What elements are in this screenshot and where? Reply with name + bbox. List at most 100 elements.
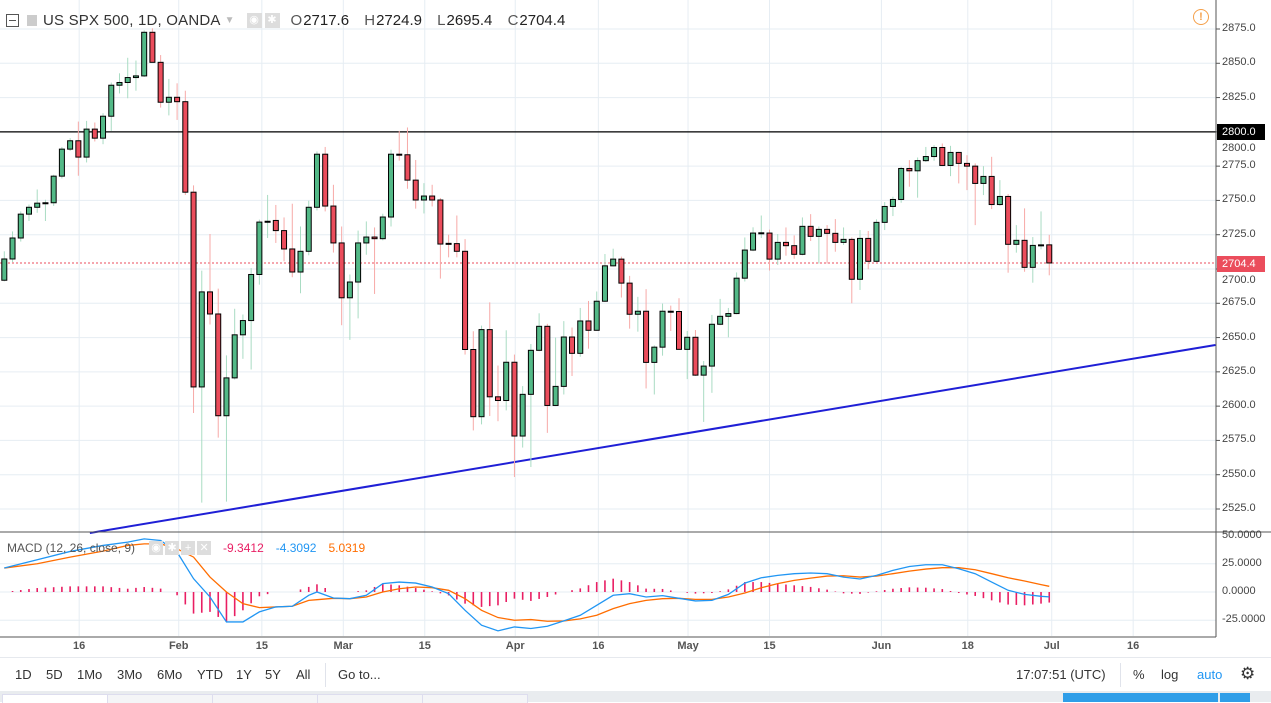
price-tick-label: 2750.0 [1222, 193, 1256, 206]
candle-body [486, 329, 493, 398]
candle-body [881, 205, 888, 223]
candle-body [34, 202, 41, 208]
plus-icon[interactable]: + [181, 541, 196, 555]
range-1d[interactable]: 1D [15, 667, 32, 682]
candle-body [898, 167, 905, 200]
candle [396, 130, 403, 161]
range-1mo[interactable]: 1Mo [77, 667, 103, 682]
collapse-icon[interactable] [6, 13, 19, 27]
candle-body [848, 238, 855, 280]
candle [741, 237, 748, 282]
candle [239, 314, 246, 359]
candle [9, 231, 16, 263]
candle [437, 197, 444, 279]
candle [281, 217, 288, 262]
candle [947, 145, 954, 177]
range-5d[interactable]: 5D [46, 667, 63, 682]
candle [429, 184, 436, 207]
candle [67, 138, 74, 152]
candle-body [9, 237, 16, 260]
price-tick-label: 2775.0 [1222, 159, 1256, 172]
candle-body [1021, 239, 1028, 268]
clock[interactable]: 17:07:51 (UTC) [1016, 667, 1106, 682]
candles [1, 28, 1053, 503]
eye-icon[interactable]: ◉ [246, 12, 262, 28]
range-5y[interactable]: 5Y [265, 667, 281, 682]
price-tick-label: 2575.0 [1222, 433, 1256, 446]
candle-body [544, 325, 551, 406]
goto-button[interactable]: Go to... [338, 667, 381, 682]
macd-line [4, 538, 1050, 632]
candle-body [124, 77, 131, 83]
candle-body [100, 115, 107, 139]
candle [355, 230, 362, 319]
drawings[interactable] [0, 131, 1216, 534]
range-1y[interactable]: 1Y [236, 667, 252, 682]
candle-body [478, 329, 485, 418]
chevron-down-icon[interactable]: ▼ [224, 14, 235, 26]
candle-body [165, 96, 172, 103]
last-price-tag: 2704.4 [1217, 256, 1265, 272]
candle [955, 151, 962, 184]
candle [264, 194, 271, 239]
horizontal-line-price-tag: 2800.0 [1217, 124, 1265, 140]
candle [519, 386, 526, 448]
candle [643, 289, 650, 389]
divider [325, 663, 326, 687]
candle-body [675, 311, 682, 350]
range-all[interactable]: All [296, 667, 311, 682]
percent-toggle[interactable]: % [1133, 667, 1145, 682]
candle-body [494, 396, 501, 402]
candle-body [659, 310, 666, 348]
candle-body [412, 179, 419, 201]
expand-button[interactable] [1220, 693, 1250, 702]
range-ytd[interactable]: YTD [197, 667, 223, 682]
range-6mo[interactable]: 6Mo [157, 667, 183, 682]
candle [470, 331, 477, 431]
candle [75, 121, 82, 176]
close-icon[interactable]: ✕ [197, 541, 212, 555]
candle [379, 213, 386, 241]
divider [1120, 663, 1121, 687]
range-3mo[interactable]: 3Mo [117, 667, 143, 682]
log-toggle[interactable]: log [1161, 667, 1179, 682]
eye-icon[interactable]: ◉ [149, 541, 164, 555]
alert-icon[interactable]: ! [1193, 9, 1209, 25]
candle [692, 330, 699, 376]
candle-body [198, 291, 205, 388]
auto-toggle[interactable]: auto [1197, 667, 1223, 682]
candle [297, 226, 304, 294]
candle [231, 308, 238, 380]
candle [42, 199, 49, 221]
price-tick-label: 2600.0 [1222, 399, 1256, 412]
time-tick-label: Feb [168, 640, 189, 652]
symbol-title[interactable]: US SPX 500, 1D, OANDA [43, 11, 221, 29]
close-value: 2704.4 [519, 11, 566, 29]
candle [420, 183, 427, 214]
candle-body [281, 230, 288, 250]
candle [124, 57, 131, 99]
open-value: 2717.6 [303, 11, 350, 29]
gear-icon[interactable]: ✱ [264, 12, 280, 28]
candle-body [388, 153, 395, 218]
gear-icon[interactable]: ⚙ [1240, 664, 1256, 683]
candle-body [289, 248, 296, 273]
candle [536, 313, 543, 352]
bottom-panel-tabs [0, 691, 1271, 703]
candle [445, 234, 452, 258]
macd-title[interactable]: MACD (12, 26, close, 9) [7, 541, 136, 555]
candle-body [67, 140, 74, 150]
candle [889, 196, 896, 217]
gear-icon[interactable]: ✱ [165, 541, 180, 555]
candle-body [305, 206, 312, 252]
trade-button[interactable] [1063, 693, 1218, 702]
candle [100, 113, 107, 145]
candle [601, 254, 608, 302]
candle-body [717, 315, 724, 325]
candle [338, 226, 345, 326]
candle-body [610, 258, 617, 267]
panel-tab[interactable] [422, 694, 528, 703]
candle-body [519, 393, 526, 437]
candle-body [857, 237, 864, 280]
